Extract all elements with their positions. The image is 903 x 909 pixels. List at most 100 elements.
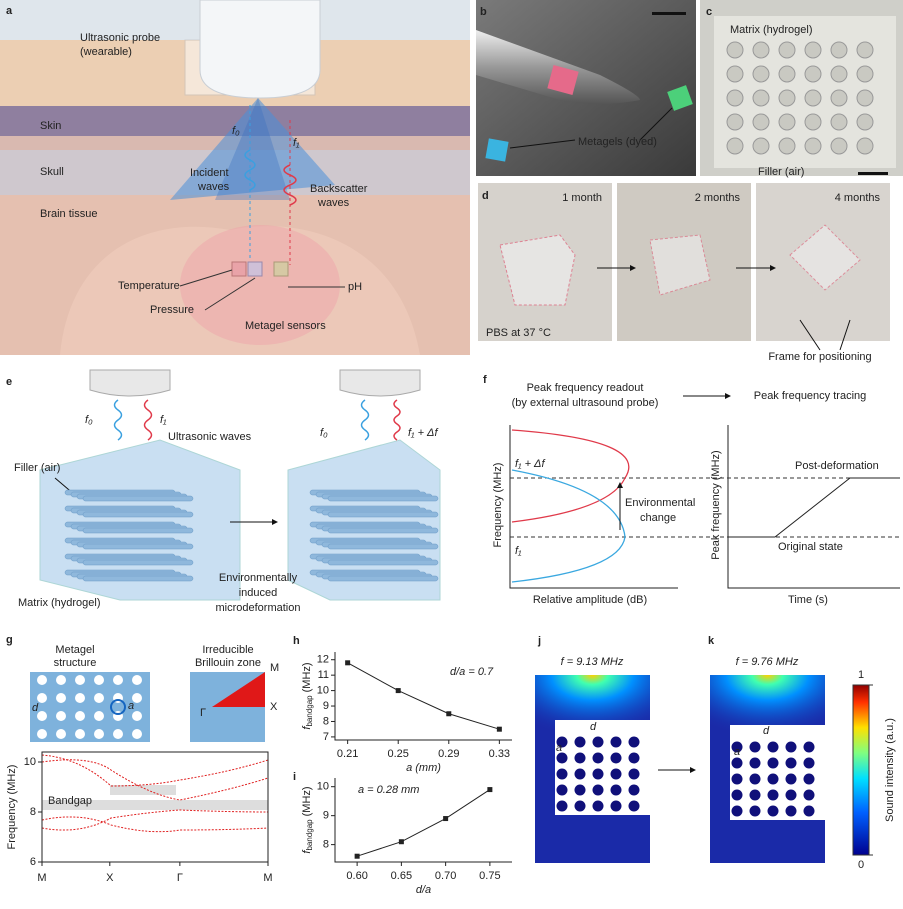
data-point <box>487 787 493 793</box>
label: Original state <box>778 541 843 553</box>
scatterer <box>556 784 568 796</box>
label: Peak frequency readout <box>527 382 644 394</box>
scatterer <box>749 789 761 801</box>
scatterer <box>610 736 622 748</box>
hole <box>37 729 47 739</box>
label: Irreducible <box>202 644 253 656</box>
data-point <box>443 816 449 822</box>
hole <box>56 711 66 721</box>
scatterer <box>628 784 640 796</box>
filler-cylinder <box>82 543 194 550</box>
hole <box>37 693 47 703</box>
scatterer <box>592 784 604 796</box>
hole <box>94 693 104 703</box>
scatterer <box>628 752 640 764</box>
filler-hole <box>856 89 874 107</box>
hole <box>94 675 104 685</box>
filler-hole <box>752 113 770 131</box>
hole <box>113 675 123 685</box>
label: (wearable) <box>80 46 132 58</box>
y-tick-label: 12 <box>317 654 329 666</box>
label: M <box>270 662 279 674</box>
scatterer <box>731 805 743 817</box>
panel-b-photo <box>476 0 696 176</box>
y-axis-label-part: (MHz) <box>301 786 313 816</box>
hole <box>132 693 142 703</box>
label: f = 9.13 MHz <box>561 656 624 668</box>
filler-hole <box>804 113 822 131</box>
filler-hole <box>804 137 822 155</box>
scatterer <box>556 800 568 812</box>
scatterer <box>803 757 815 769</box>
hole <box>94 711 104 721</box>
filler-hole <box>778 89 796 107</box>
filler-cylinder <box>82 495 194 502</box>
data-point <box>345 660 351 666</box>
hole <box>132 729 142 739</box>
scatterer <box>749 741 761 753</box>
scatterer <box>749 805 761 817</box>
scatterer <box>767 789 779 801</box>
label: Metagel <box>55 644 94 656</box>
filler-hole <box>778 113 796 131</box>
label: Peak frequency tracing <box>754 390 867 402</box>
y-tick-label: 6 <box>30 856 36 868</box>
y-axis-label-part: f <box>301 726 313 730</box>
label: Ultrasonic waves <box>168 431 252 443</box>
panel-g-holes <box>37 675 142 739</box>
scatterer <box>556 736 568 748</box>
filler-cylinder <box>327 527 439 534</box>
filler-hole <box>726 113 744 131</box>
filler-hole <box>830 89 848 107</box>
label: f₀ <box>320 427 328 439</box>
x-tick-label: 0.29 <box>438 748 459 760</box>
scatterer <box>785 805 797 817</box>
panel-letter: c <box>706 6 712 18</box>
label: 1 month <box>562 192 602 204</box>
panel-letter: k <box>708 635 715 647</box>
scatterer <box>610 784 622 796</box>
scatterer <box>767 773 779 785</box>
x-tick-label: 0.25 <box>388 748 409 760</box>
label: f₀ <box>232 125 240 137</box>
x-tick-label: M <box>263 872 272 884</box>
scatterer <box>785 789 797 801</box>
filler-cylinder <box>327 575 439 582</box>
scatterer <box>574 784 586 796</box>
data-point <box>398 839 404 845</box>
label: Sound intensity (a.u.) <box>884 718 896 822</box>
filler-cylinder <box>82 511 194 518</box>
y-tick-label: 10 <box>24 756 36 768</box>
scatterer <box>574 768 586 780</box>
hole <box>132 711 142 721</box>
scatterer <box>592 768 604 780</box>
label: Peak frequency (MHz) <box>710 450 722 559</box>
label: Metagels (dyed) <box>578 136 657 148</box>
scatterer <box>785 741 797 753</box>
panel-f-schematic <box>509 393 900 589</box>
y-axis-label: Frequency (MHz) <box>6 765 18 850</box>
filler-cylinder <box>327 559 439 566</box>
hole <box>113 729 123 739</box>
filler-hole <box>804 89 822 107</box>
scatterer <box>628 800 640 812</box>
scatterer <box>731 773 743 785</box>
label: 2 months <box>695 192 741 204</box>
filler-hole <box>830 113 848 131</box>
axes <box>334 652 512 741</box>
label: Backscatter <box>310 183 368 195</box>
label: Frequency (MHz) <box>492 463 504 548</box>
label: Matrix (hydrogel) <box>18 597 101 609</box>
scatterer <box>610 768 622 780</box>
label: (by external ultrasound probe) <box>512 397 659 409</box>
label: f₁ <box>160 414 167 426</box>
hole <box>75 729 85 739</box>
filler-hole <box>830 41 848 59</box>
panel-g-diagrams <box>30 672 265 742</box>
scatterer <box>767 757 779 769</box>
label: a <box>128 700 134 712</box>
label: Filler (air) <box>758 166 804 178</box>
data-point <box>354 853 360 859</box>
label: Environmental <box>625 497 695 509</box>
